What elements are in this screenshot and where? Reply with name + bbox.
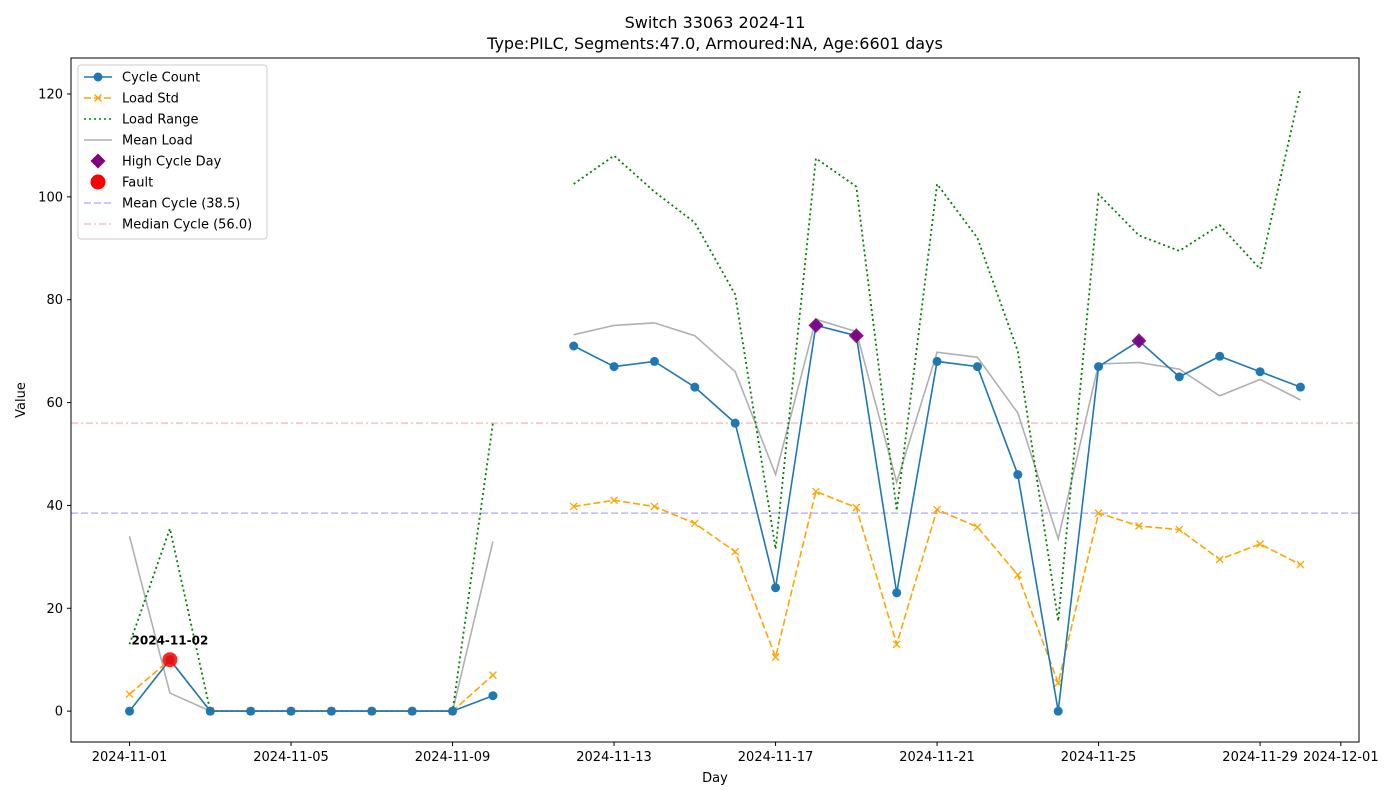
- cycle-count-point: [1255, 367, 1265, 377]
- cycle-count-point: [730, 418, 740, 428]
- y-tick-label: 40: [46, 499, 63, 514]
- cycle-count-point: [1174, 372, 1184, 382]
- x-tick-label: 2024-11-25: [1061, 750, 1137, 765]
- cycle-count-point: [892, 588, 902, 598]
- y-axis-label: Value: [14, 382, 29, 418]
- cycle-count-point: [488, 691, 498, 701]
- load-std-point: [852, 503, 861, 512]
- y-tick-label: 100: [38, 190, 63, 205]
- x-axis-label: Day: [702, 771, 728, 786]
- chart-title: Switch 33063 2024-11: [625, 13, 806, 32]
- load-std-point: [1134, 522, 1143, 530]
- cycle-count-point: [649, 356, 659, 366]
- y-tick-label: 20: [46, 602, 63, 617]
- legend-label: Load Range: [122, 113, 199, 128]
- legend-label: High Cycle Day: [122, 155, 222, 170]
- y-tick-label: 120: [38, 88, 63, 103]
- cycle-count-point: [1295, 382, 1305, 392]
- fault-marker: [162, 652, 178, 668]
- cycle-count-point: [205, 706, 215, 716]
- cycle-count-point: [690, 382, 700, 392]
- load-std-point: [650, 502, 659, 511]
- cycle-count-point: [1094, 362, 1104, 372]
- cycle-count-point: [326, 706, 336, 716]
- cycle-count-point: [932, 356, 942, 366]
- load-std-point: [125, 690, 134, 699]
- cycle-count-point: [1053, 706, 1063, 716]
- load-std-point: [1296, 560, 1305, 569]
- cycle-count-point: [1013, 470, 1023, 480]
- y-tick-label: 60: [46, 396, 63, 411]
- x-tick-label: 2024-11-13: [576, 750, 652, 765]
- x-tick-label: 2024-11-09: [415, 750, 491, 765]
- cycle-count-point: [609, 362, 619, 372]
- cycle-count-point: [1215, 351, 1225, 361]
- x-tick-label: 2024-11-17: [738, 750, 814, 765]
- axes-frame: [70, 57, 1360, 743]
- load-std-point: [569, 502, 578, 511]
- legend-marker: [94, 94, 102, 102]
- cycle-count-point: [569, 341, 579, 351]
- cycle-count-point: [448, 706, 458, 716]
- legend-label: Mean Cycle (38.5): [122, 197, 240, 212]
- chart-subtitle: Type:PILC, Segments:47.0, Armoured:NA, A…: [486, 34, 943, 53]
- cycle-count-point: [286, 706, 296, 716]
- cycle-count-point: [972, 362, 982, 372]
- load-std-point: [731, 547, 740, 556]
- cycle-count-point: [771, 583, 781, 593]
- load-std-point: [1256, 540, 1265, 548]
- x-tick-label: 2024-11-29: [1222, 750, 1298, 765]
- x-tick-label: 2024-12-01: [1303, 750, 1379, 765]
- load-std-point: [1175, 525, 1184, 534]
- x-tick-label: 2024-11-01: [92, 750, 168, 765]
- load-std-point: [892, 640, 901, 649]
- legend-label: Mean Load: [122, 134, 193, 149]
- load-std-point: [811, 487, 820, 496]
- legend: Cycle Count Load Std Load Range Mean Load Hi…: [77, 64, 268, 240]
- legend-label: Load Std: [122, 92, 179, 107]
- load-std-point: [488, 671, 497, 680]
- load-std-point: [973, 523, 982, 531]
- legend-label: Median Cycle (56.0): [122, 218, 252, 233]
- high-cycle-marker: [808, 317, 824, 333]
- legend-marker: [90, 153, 106, 169]
- legend-marker: [90, 174, 106, 190]
- legend-label: Fault: [122, 176, 153, 191]
- x-tick-label: 2024-11-21: [899, 750, 975, 765]
- legend-box: [77, 64, 268, 240]
- load-std-point: [771, 653, 780, 662]
- load-std-point: [1215, 555, 1224, 564]
- cycle-count-point: [367, 706, 377, 716]
- fault-label: 2024-11-02: [132, 634, 209, 648]
- load-std-point: [1013, 570, 1022, 579]
- load-std-point: [690, 519, 699, 528]
- cycle-count-point: [125, 706, 135, 716]
- cycle-count-point: [407, 706, 417, 716]
- load-std-point: [610, 496, 619, 505]
- legend-marker: [93, 72, 103, 82]
- plot-area: [71, 58, 1359, 742]
- load-std-point: [1094, 509, 1103, 518]
- high-cycle-marker: [848, 328, 864, 344]
- y-tick-label: 0: [55, 705, 63, 720]
- legend-label: Cycle Count: [122, 71, 200, 86]
- high-cycle-marker: [1131, 333, 1147, 349]
- x-tick-label: 2024-11-05: [253, 750, 329, 765]
- cycle-count-point: [246, 706, 256, 716]
- y-tick-label: 80: [46, 293, 63, 308]
- load-std-point: [933, 505, 942, 514]
